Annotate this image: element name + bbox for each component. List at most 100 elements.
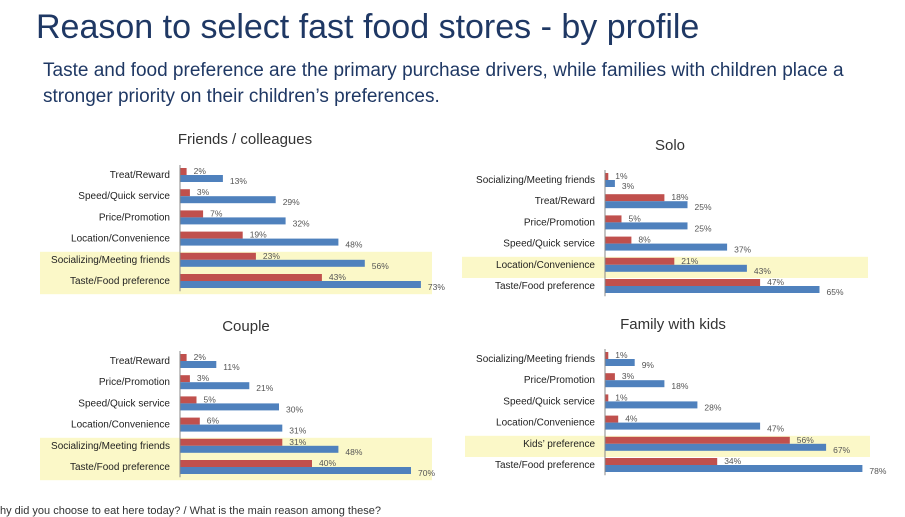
value-label-reasons: 13% xyxy=(230,176,247,186)
bar-main-reason xyxy=(605,257,675,265)
bar-reasons xyxy=(180,382,250,390)
value-label-reasons: 47% xyxy=(767,424,784,434)
value-label-reasons: 31% xyxy=(289,426,306,436)
category-label: Price/Promotion xyxy=(99,212,170,223)
value-label-reasons: 78% xyxy=(869,466,886,476)
bar-reasons xyxy=(180,467,411,474)
category-label: Treat/Reward xyxy=(535,196,595,207)
value-label-main: 2% xyxy=(194,352,207,362)
bar-main-reason xyxy=(180,375,190,383)
value-label-reasons: 67% xyxy=(833,445,850,455)
bar-main-reason xyxy=(605,458,718,465)
bar-main-reason xyxy=(180,189,190,197)
bar-reasons xyxy=(180,217,286,225)
category-label: Price/Promotion xyxy=(99,377,170,388)
value-label-reasons: 18% xyxy=(671,381,688,391)
bar-reasons xyxy=(180,424,283,432)
value-label-reasons: 37% xyxy=(734,245,751,255)
page-subtitle: Taste and food preference are the primar… xyxy=(43,60,844,107)
chart-family-with-kids: Family with kids Socializing/Meeting frie… xyxy=(465,316,887,476)
value-label-reasons: 48% xyxy=(345,447,362,457)
footnote: hy did you choose to eat here today? / W… xyxy=(0,505,381,517)
bar-reasons xyxy=(605,264,747,272)
bar-reasons xyxy=(180,175,223,182)
value-label-main: 4% xyxy=(625,414,638,424)
value-label-main: 31% xyxy=(289,437,306,447)
value-label-main: 3% xyxy=(197,373,210,383)
value-label-main: 2% xyxy=(194,166,207,176)
category-label: Speed/Quick service xyxy=(503,239,595,250)
value-label-main: 1% xyxy=(615,171,628,181)
category-label: Location/Convenience xyxy=(496,260,595,271)
bar-main-reason xyxy=(605,173,609,180)
value-label-main: 34% xyxy=(724,456,741,466)
chart-title: Family with kids xyxy=(620,316,726,333)
value-label-reasons: 25% xyxy=(695,223,712,233)
value-label-main: 47% xyxy=(767,277,784,287)
bar-main-reason xyxy=(180,168,187,175)
bar-main-reason xyxy=(180,252,256,260)
value-label-reasons: 21% xyxy=(256,383,273,393)
value-label-main: 7% xyxy=(210,208,223,218)
bar-main-reason xyxy=(180,354,187,361)
value-label-main: 18% xyxy=(671,192,688,202)
category-label: Price/Promotion xyxy=(524,217,595,228)
value-label-reasons: 9% xyxy=(642,360,655,370)
chart-title: Couple xyxy=(222,318,270,335)
category-label: Socializing/Meeting friends xyxy=(51,255,170,266)
chart-solo: Solo Socializing/Meeting friends 1%3% Treat… xyxy=(462,137,868,297)
bar-main-reason xyxy=(605,394,609,402)
bar-reasons xyxy=(605,201,688,209)
category-label: Treat/Reward xyxy=(110,356,170,367)
value-label-main: 21% xyxy=(681,256,698,266)
category-label: Taste/Food preference xyxy=(495,281,595,292)
value-label-main: 3% xyxy=(622,371,635,381)
category-label: Location/Convenience xyxy=(496,418,595,429)
value-label-main: 5% xyxy=(629,213,642,223)
bar-main-reason xyxy=(605,373,615,381)
bar-main-reason xyxy=(180,460,312,467)
category-label: Taste/Food preference xyxy=(70,276,170,287)
category-label: Speed/Quick service xyxy=(78,191,170,202)
bar-main-reason xyxy=(180,396,197,404)
bar-main-reason xyxy=(605,415,619,423)
chart-title: Solo xyxy=(655,137,685,154)
value-label-main: 1% xyxy=(615,392,628,402)
bar-main-reason xyxy=(180,417,200,425)
bar-main-reason xyxy=(605,236,632,244)
bar-reasons xyxy=(180,196,276,204)
chart-title: Friends / colleagues xyxy=(178,131,312,148)
bar-reasons xyxy=(180,259,365,267)
value-label-reasons: 28% xyxy=(704,402,721,412)
bar-reasons xyxy=(605,286,820,293)
category-label: Location/Convenience xyxy=(71,234,170,245)
bar-reasons xyxy=(180,445,339,453)
category-label: Kids’ preference xyxy=(523,439,595,450)
bar-main-reason xyxy=(605,436,790,444)
value-label-reasons: 56% xyxy=(372,261,389,271)
page-title: Reason to select fast food stores - by p… xyxy=(36,8,700,46)
value-label-main: 5% xyxy=(204,394,217,404)
value-label-main: 8% xyxy=(638,235,651,245)
bar-reasons xyxy=(605,401,698,409)
bar-main-reason xyxy=(605,352,609,359)
category-label: Socializing/Meeting friends xyxy=(476,175,595,186)
value-label-reasons: 43% xyxy=(754,266,771,276)
chart-friends-colleagues: Friends / colleagues Treat/Reward 2% 13% Spe… xyxy=(40,131,445,295)
bar-reasons xyxy=(605,465,863,472)
category-label: Location/Convenience xyxy=(71,420,170,431)
bar-main-reason xyxy=(180,274,322,281)
category-label: Taste/Food preference xyxy=(495,460,595,471)
bar-main-reason xyxy=(605,215,622,223)
bar-reasons xyxy=(180,403,279,411)
value-label-reasons: 70% xyxy=(418,468,435,478)
value-label-main: 23% xyxy=(263,251,280,261)
bar-reasons xyxy=(180,238,339,246)
value-label-reasons: 73% xyxy=(428,282,445,292)
bar-reasons xyxy=(605,359,635,366)
value-label-reasons: 32% xyxy=(293,218,310,228)
bar-main-reason xyxy=(180,210,204,218)
value-label-reasons: 30% xyxy=(286,404,303,414)
bar-reasons xyxy=(605,180,615,187)
value-label-reasons: 25% xyxy=(695,202,712,212)
